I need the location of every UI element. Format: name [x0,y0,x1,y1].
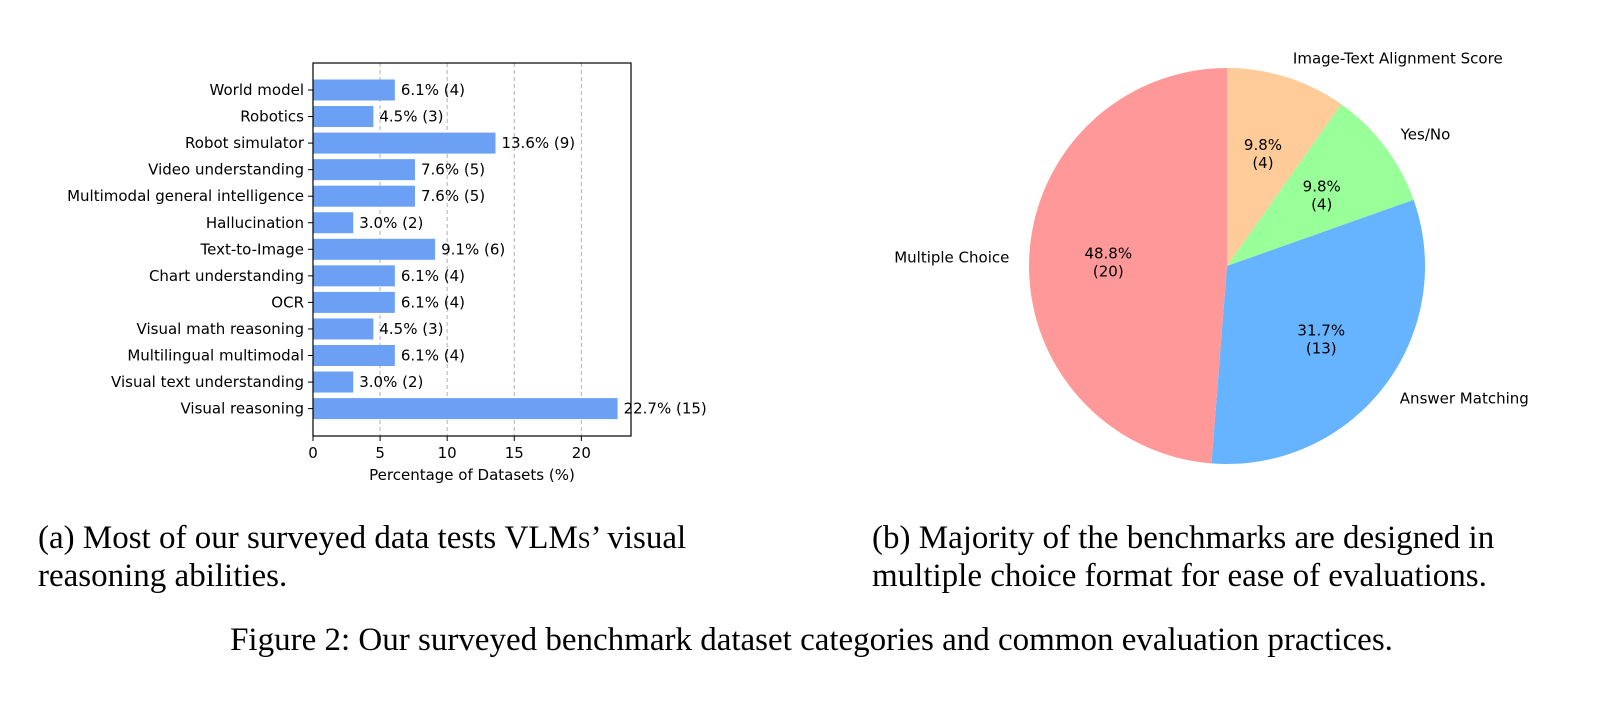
bar-chart: 6.1% (4) World model 4.5% (3) Robotics 13.6%… [67,62,707,484]
bar-data-label: 7.6% (5) [421,187,485,205]
caption-a-prefix: (a) Most of our surveyed data tests [38,520,505,556]
caption-a: (a) Most of our surveyed data tests VLMs… [38,519,738,595]
y-tick-label: Text-to-Image [200,240,304,258]
bar [313,291,395,313]
pie-category-label: Multiple Choice [894,248,1009,266]
bar-data-label: 7.6% (5) [421,161,485,179]
bar-data-label: 13.6% (9) [501,134,575,152]
y-tick-label: Robotics [240,108,304,126]
caption-b: (b) Majority of the benchmarks are desig… [872,519,1572,595]
pie-category-label: Yes/No [1400,126,1451,144]
bar [313,265,395,287]
y-tick-label: OCR [271,293,304,311]
pie-slice [1227,104,1414,266]
caption-b-line2: multiple choice format for ease of evalu… [872,558,1487,594]
bar-data-label: 6.1% (4) [401,267,465,285]
bar [313,79,395,101]
bar-data-label: 4.5% (3) [379,320,443,338]
bar-data-label: 4.5% (3) [379,108,443,126]
pie-count-label: (4) [1311,195,1332,213]
bar-data-label: 6.1% (4) [401,347,465,365]
pie-chart: 9.8%(4)Image-Text Alignment Score9.8%(4)… [894,49,1529,464]
bar [313,371,354,393]
x-tick-label: 10 [438,444,457,462]
bar-data-label: 22.7% (15) [624,400,707,418]
x-axis-label: Percentage of Datasets (%) [369,466,575,484]
y-tick-label: Visual reasoning [180,400,304,418]
pie-count-label: (20) [1093,262,1124,280]
x-tick-label: 0 [308,444,318,462]
caption-a-line2: reasoning abilities. [38,558,288,594]
pie-count-label: (4) [1252,154,1273,172]
y-tick-label: Multilingual multimodal [127,347,304,365]
bar [313,185,415,207]
bar [313,345,395,366]
caption-a-vlms: VLMs [504,520,591,556]
bar-data-label: 6.1% (4) [401,81,465,99]
pie-percent-label: 31.7% [1297,321,1345,339]
bar-data-label: 6.1% (4) [401,293,465,311]
pie-percent-label: 9.8% [1303,177,1341,195]
figure-caption-text: Figure 2: Our surveyed benchmark dataset… [230,622,1393,658]
y-tick-label: Multimodal general intelligence [67,187,304,205]
pie-slice [1029,68,1227,464]
plot-frame [312,62,632,437]
bar-data-label: 9.1% (6) [441,240,505,258]
bar [313,106,374,128]
y-tick-label: Hallucination [206,214,304,232]
y-tick-label: Visual math reasoning [137,320,304,338]
bar-data-label: 3.0% (2) [359,214,423,232]
pie-category-label: Answer Matching [1400,390,1529,408]
x-tick-label: 5 [375,444,385,462]
pie-percent-label: 9.8% [1244,136,1282,154]
caption-b-line1: (b) Majority of the benchmarks are desig… [872,520,1495,556]
y-tick-label: Video understanding [148,161,304,179]
x-tick-label: 15 [505,444,524,462]
y-tick-label: World model [210,81,304,99]
bar [313,212,354,234]
y-tick-label: Robot simulator [185,134,305,152]
bar-data-label: 3.0% (2) [359,373,423,391]
pie-percent-label: 48.8% [1084,244,1132,262]
y-tick-label: Chart understanding [149,267,304,285]
pie-category-label: Image-Text Alignment Score [1293,49,1503,67]
x-tick-label: 20 [572,444,591,462]
bar [313,238,436,260]
pie-count-label: (13) [1306,339,1337,357]
caption-a-suffix: ’ visual [590,520,687,556]
bar [313,132,496,154]
pie-slice [1227,68,1342,266]
y-tick-label: Visual text understanding [111,373,304,391]
bar [313,398,618,420]
pie-slice [1211,199,1425,464]
figure-caption: Figure 2: Our surveyed benchmark dataset… [0,621,1623,659]
bar [313,159,415,181]
bar [313,318,374,340]
